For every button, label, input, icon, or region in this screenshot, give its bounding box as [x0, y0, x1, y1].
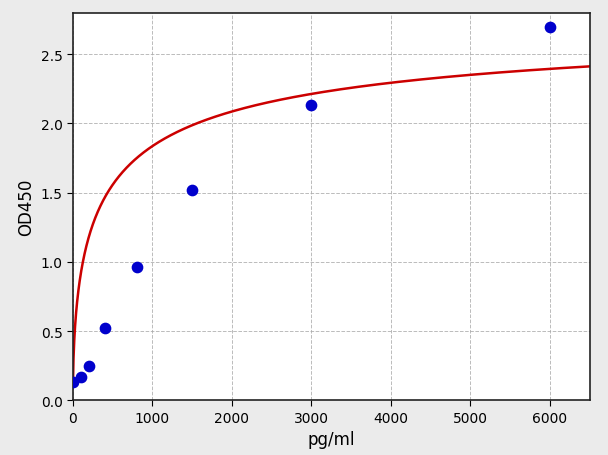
- Point: [84, 362, 94, 369]
- Point: [132, 264, 142, 272]
- Point: [68, 379, 78, 386]
- Point: [100, 325, 109, 332]
- Point: [187, 187, 197, 194]
- X-axis label: pg/ml: pg/ml: [308, 430, 355, 448]
- Point: [76, 373, 86, 380]
- Point: [545, 24, 555, 31]
- Y-axis label: OD450: OD450: [17, 178, 35, 236]
- Point: [306, 102, 316, 110]
